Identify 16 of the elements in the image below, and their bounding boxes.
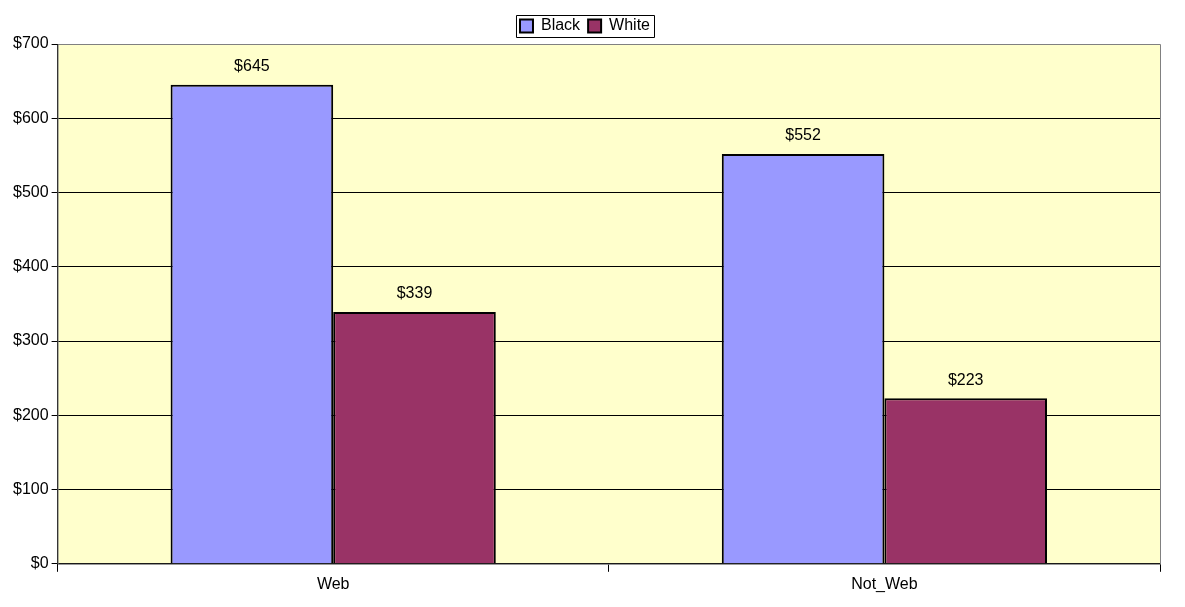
y-tick-label: $500	[13, 182, 49, 200]
y-tick-label: $200	[13, 405, 49, 423]
data-label: $645	[234, 57, 270, 75]
legend-label: White	[609, 16, 651, 34]
data-label: $339	[396, 284, 433, 302]
y-tick-label: $400	[13, 257, 49, 275]
y-tick-label: $0	[30, 554, 49, 572]
x-tick-label: Web	[316, 574, 350, 592]
legend-label: Black	[540, 16, 582, 34]
y-tick-label: $700	[13, 34, 49, 52]
data-label: $552	[785, 126, 821, 144]
y-tick-label: $300	[13, 331, 49, 349]
y-tick-label: $600	[13, 108, 49, 126]
data-label: $223	[947, 370, 984, 388]
y-tick-label: $100	[13, 479, 49, 497]
x-tick-label: Not_Web	[851, 574, 918, 593]
